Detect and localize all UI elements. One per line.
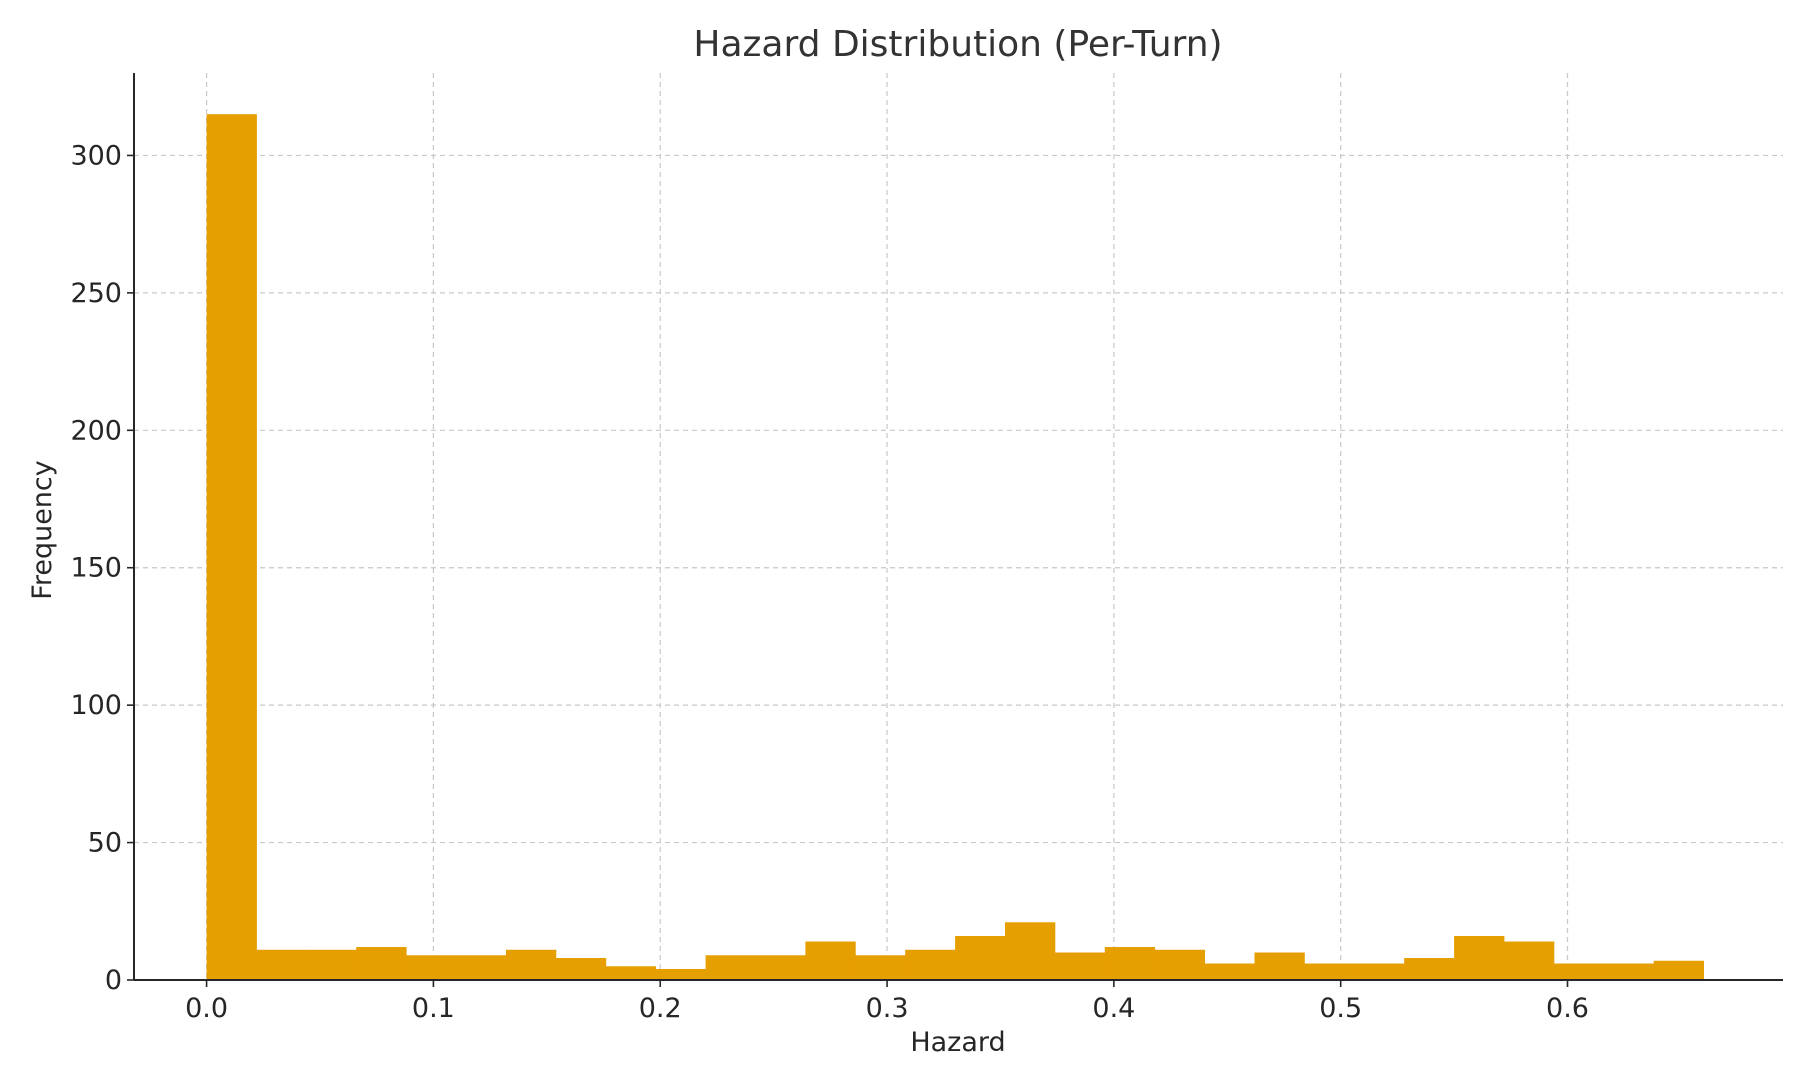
histogram-bar [1603, 963, 1655, 980]
x-tick-label: 0.3 [866, 993, 909, 1024]
x-tick-label: 0.6 [1546, 993, 1589, 1024]
axes [133, 73, 1783, 981]
histogram-bar [1404, 958, 1455, 980]
histogram-bar [1304, 963, 1355, 980]
histogram-bar [1454, 936, 1505, 980]
x-tick-label: 0.4 [1092, 993, 1135, 1024]
histogram-bar [1553, 963, 1605, 980]
histogram-bar [655, 969, 706, 980]
histogram-bar [1504, 941, 1555, 980]
histogram-bar [1653, 960, 1705, 980]
histogram-bar [356, 947, 407, 980]
y-tick-label: 300 [70, 140, 122, 171]
histogram-bar [1004, 922, 1056, 980]
y-tick-label: 250 [70, 278, 122, 309]
histogram-bar [1254, 952, 1305, 980]
gridlines [134, 73, 1783, 981]
y-tick-label: 100 [70, 690, 122, 721]
histogram-bar [206, 114, 257, 980]
y-tick-label: 200 [70, 415, 122, 446]
y-tick-label: 50 [88, 828, 122, 859]
histogram-bar [605, 966, 657, 980]
x-tick-label: 0.0 [185, 993, 228, 1024]
y-tick-label: 150 [70, 553, 122, 584]
histogram-bar [805, 941, 856, 980]
histogram-bar [1054, 952, 1106, 980]
histogram-bars [206, 114, 1705, 980]
histogram-bar [755, 955, 806, 980]
y-axis-ticks: 0 50 100 150 200 250 300 [70, 140, 134, 996]
x-tick-label: 0.5 [1319, 993, 1362, 1024]
chart-title: Hazard Distribution (Per-Turn) [693, 24, 1222, 65]
x-tick-label: 0.2 [639, 993, 682, 1024]
histogram-bar [1354, 963, 1405, 980]
histogram-bar [555, 958, 607, 980]
x-axis-label: Hazard [910, 1027, 1005, 1058]
y-tick-label: 0 [105, 965, 122, 996]
x-tick-label: 0.1 [412, 993, 455, 1024]
histogram-bar [905, 949, 956, 980]
histogram-bar [505, 949, 557, 980]
y-axis-label: Frequency [27, 460, 58, 600]
histogram-bar [306, 949, 357, 980]
histogram-bar [955, 936, 1006, 980]
histogram-bar [855, 955, 906, 980]
histogram-bar [256, 949, 307, 980]
histogram-bar [406, 955, 457, 980]
histogram-bar [1204, 963, 1255, 980]
histogram-bar [1154, 949, 1206, 980]
histogram-bar [456, 955, 507, 980]
histogram-bar [1104, 947, 1156, 980]
x-axis-ticks: 0.0 0.1 0.2 0.3 0.4 0.5 0.6 [185, 980, 1589, 1024]
histogram-bar [705, 955, 756, 980]
